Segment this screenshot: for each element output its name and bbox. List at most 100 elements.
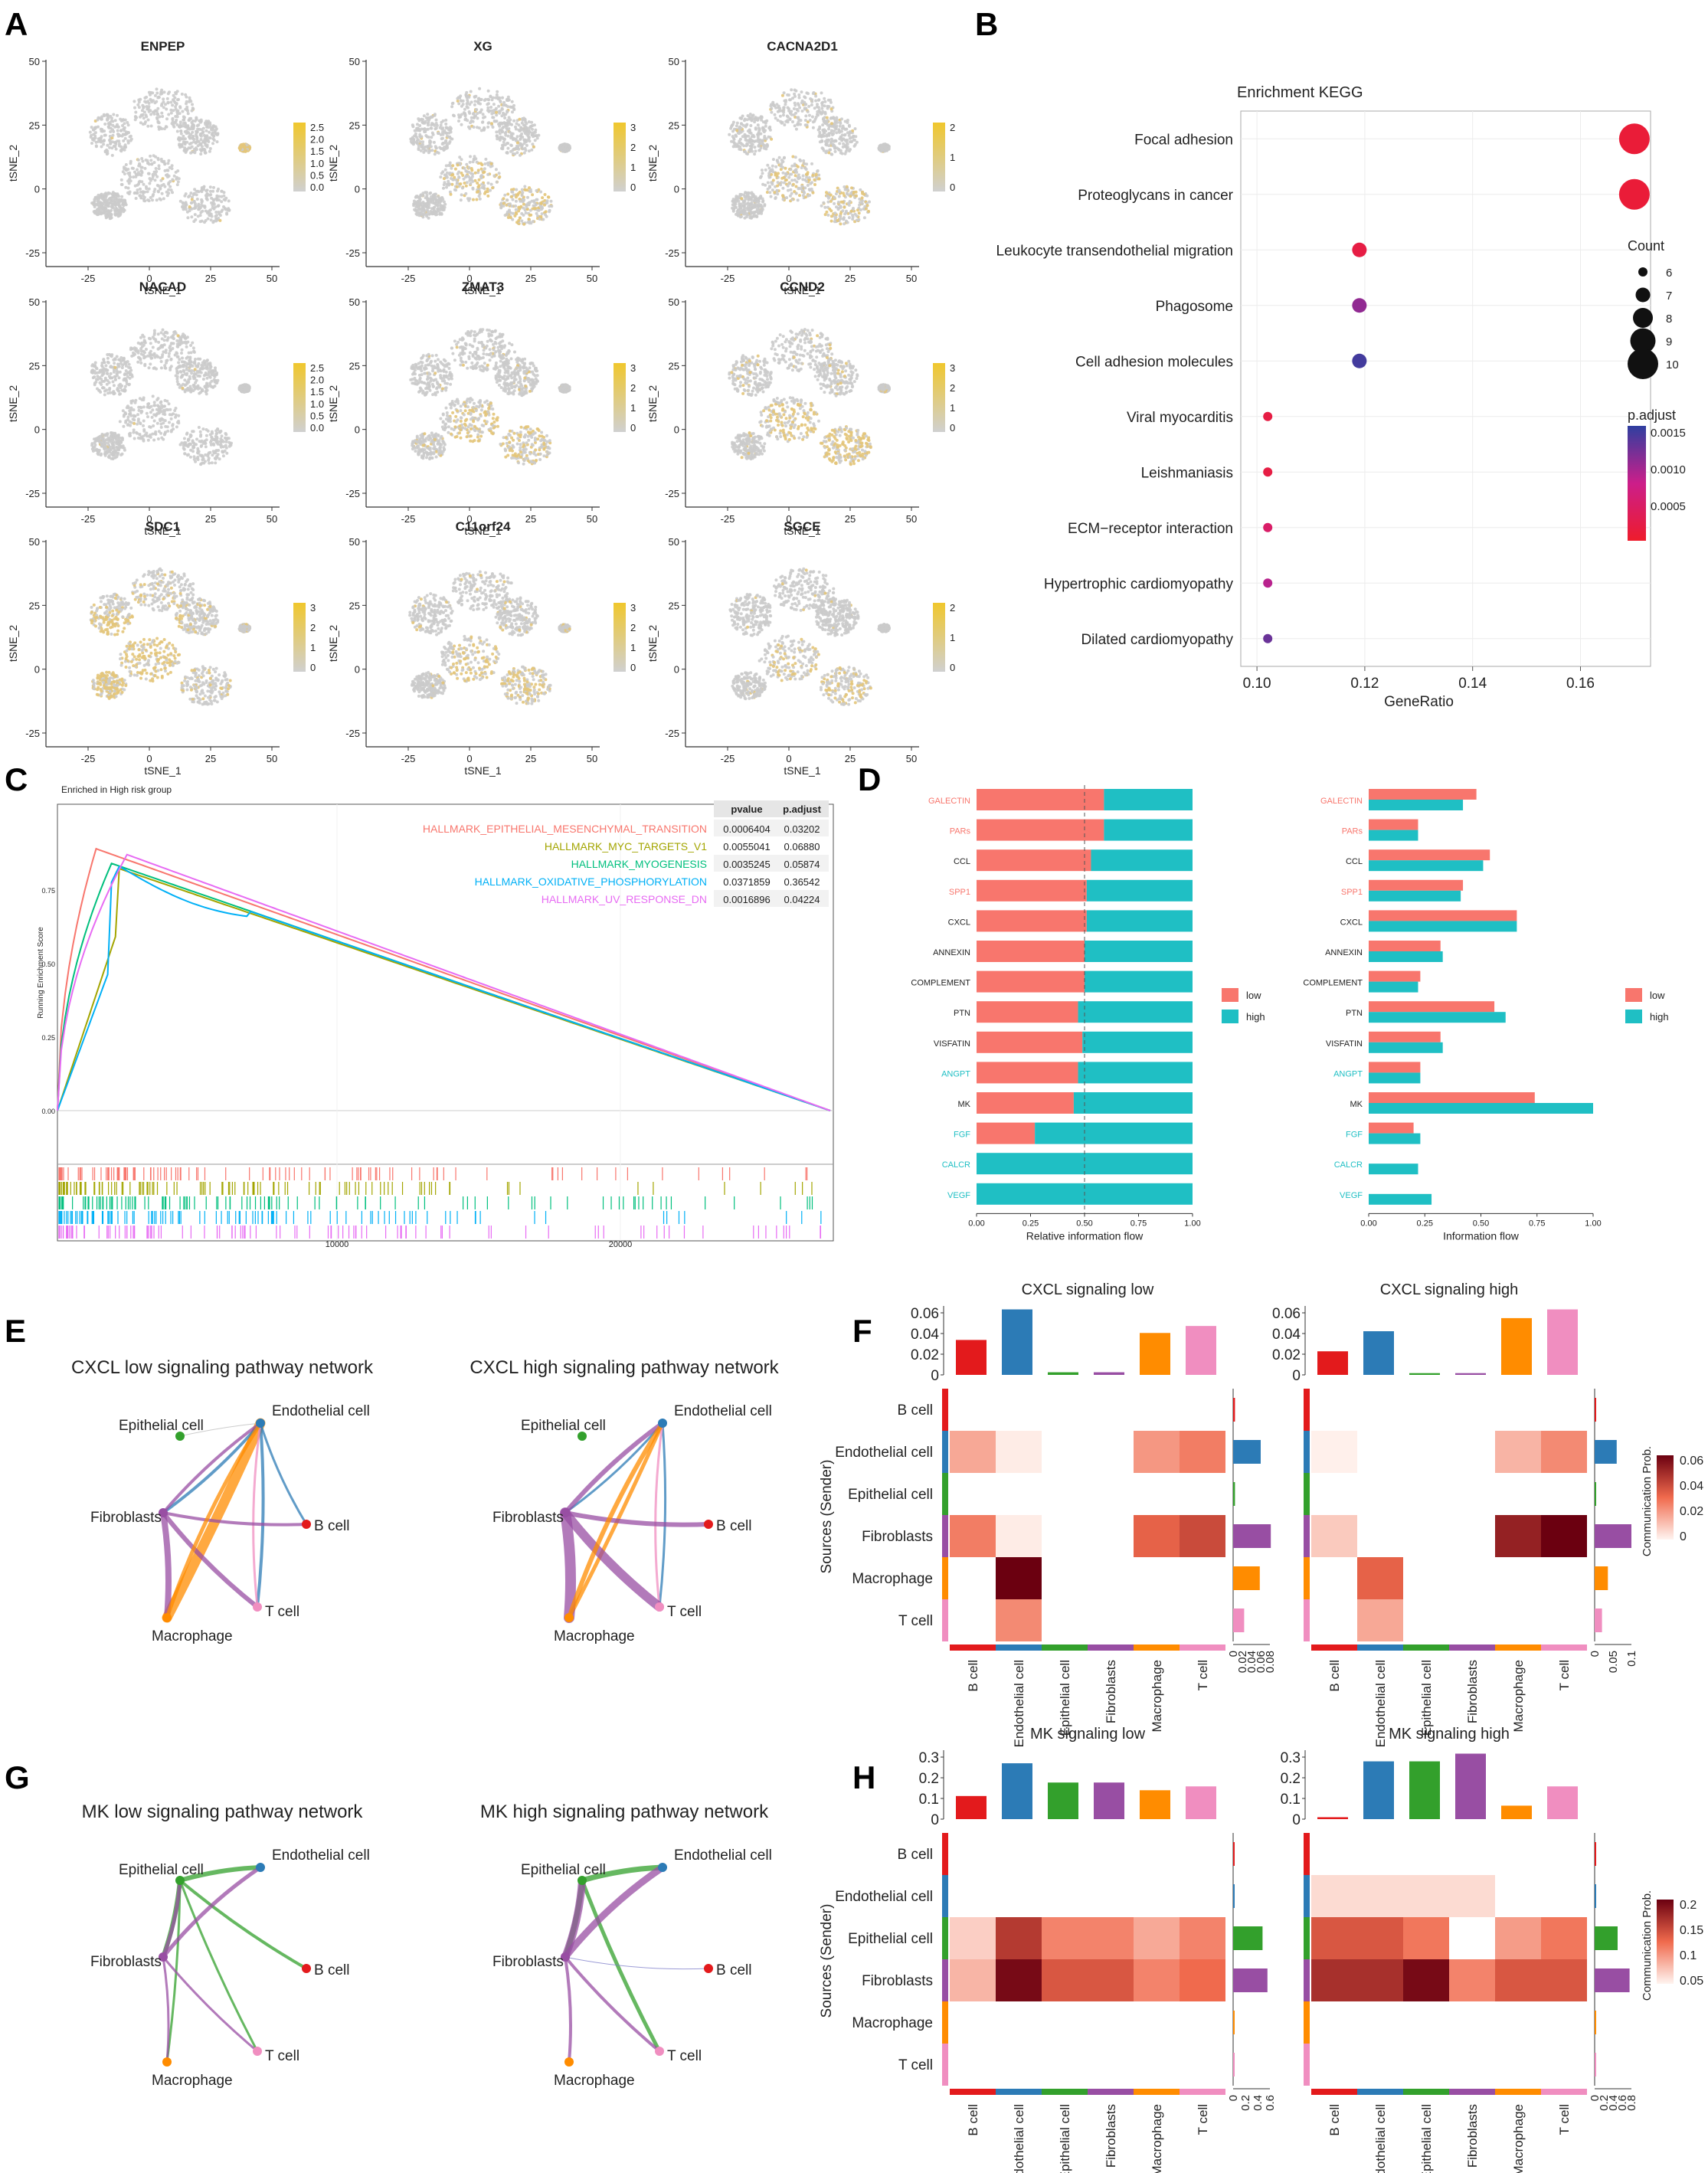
tsne-cell [211, 124, 215, 128]
tsne-cell [117, 199, 121, 203]
y-axis-label: tSNE_2 [646, 145, 659, 182]
tsne-cell [486, 106, 490, 110]
tsne-cell [108, 191, 112, 195]
tsne-cell [804, 123, 808, 127]
tsne-cell [107, 375, 111, 378]
tsne-cell [188, 455, 192, 459]
tsne-cell [883, 146, 887, 149]
tsne-cell [212, 451, 216, 455]
tsne-cell [739, 202, 743, 206]
tsne-cell [442, 186, 445, 190]
tsne-cell [411, 142, 415, 146]
y-tick-label: 25 [669, 119, 679, 131]
tsne-cell [566, 147, 569, 151]
tsne-cell [754, 149, 757, 153]
tsne-cell [169, 365, 173, 368]
tsne-cell [100, 129, 104, 133]
tsne-cell [773, 191, 777, 195]
tsne-cell [141, 159, 145, 163]
tsne-cell [456, 96, 460, 100]
tsne-cell [881, 148, 884, 152]
tsne-cell [138, 179, 142, 183]
tsne-cell [810, 115, 814, 119]
tsne-cell [766, 187, 770, 191]
tsne-cell [180, 143, 183, 146]
tsne-cell [747, 134, 751, 138]
tsne-cell [147, 187, 151, 191]
tsne-cell [514, 199, 518, 203]
tsne-cell [174, 107, 178, 111]
tsne-cell [810, 103, 813, 106]
tsne-cell [113, 211, 117, 215]
tsne-cell [470, 119, 473, 123]
tsne-cell [169, 368, 172, 371]
tsne-cell [515, 188, 519, 191]
tsne-cell [192, 455, 196, 459]
tsne-cell [426, 127, 430, 131]
tsne-cell [808, 119, 812, 122]
tsne-cell [443, 173, 447, 177]
tsne-cell [754, 204, 757, 208]
tsne-cell [96, 212, 100, 216]
tsne-cell [790, 110, 793, 113]
panel-label-H: H [852, 1759, 875, 1795]
tsne-cell [185, 100, 188, 103]
tsne-cell [152, 170, 156, 174]
tsne-cell [482, 171, 486, 175]
tsne-cell [150, 415, 154, 419]
tsne-cell [839, 129, 843, 133]
tsne-cell [217, 217, 221, 220]
tsne-cell [169, 407, 172, 411]
tsne-cell [181, 386, 185, 390]
tsne-cell [540, 205, 544, 209]
tsne-cell [111, 128, 114, 132]
tsne-cell [220, 189, 224, 193]
tsne-cell [784, 103, 787, 106]
tsne-cell [126, 168, 130, 171]
tsne-cell [117, 376, 121, 380]
tsne-cell [521, 118, 525, 122]
tsne-cell [451, 164, 455, 168]
tsne-cell [521, 191, 525, 195]
tsne-cell [448, 140, 452, 143]
tsne-cell [540, 212, 544, 216]
tsne-cell [165, 190, 169, 194]
tsne-cell [146, 162, 149, 165]
tsne-cell [427, 144, 430, 148]
tsne-cell [768, 191, 772, 195]
tsne-cell [782, 156, 786, 160]
tsne-cell [149, 342, 152, 345]
tsne-cell [507, 210, 511, 213]
tsne-cell [501, 147, 505, 151]
tsne-cell [128, 135, 132, 139]
tsne-cell [498, 175, 502, 178]
tsne-cell [849, 140, 852, 144]
tsne-cell [735, 121, 739, 125]
tsne-cell [220, 200, 224, 204]
tsne-cell [417, 208, 421, 211]
tsne-cell [460, 123, 463, 126]
tsne-cell [800, 90, 803, 94]
tsne-cell [759, 115, 763, 119]
tsne-cell [162, 182, 165, 186]
tsne-cell [536, 208, 540, 212]
tsne-cell [463, 112, 466, 116]
tsne-cell [456, 163, 460, 167]
tsne-cell [442, 149, 446, 152]
tsne-cell [838, 142, 842, 146]
tsne-cell [761, 200, 764, 204]
tsne-cell [473, 178, 477, 182]
tsne-cell [476, 100, 479, 103]
tsne-cell [119, 392, 122, 396]
tsne-cell [831, 124, 835, 128]
tsne-cell [190, 198, 194, 201]
tsne-cell [514, 205, 518, 208]
tsne-cell [829, 140, 833, 144]
tsne-cell [802, 190, 806, 193]
tsne-cell [453, 167, 457, 171]
tsne-cell [754, 214, 758, 218]
tsne-cell [117, 389, 121, 393]
tsne-cell [124, 163, 128, 166]
tsne-cell [478, 110, 482, 114]
tsne-cell [466, 197, 470, 201]
